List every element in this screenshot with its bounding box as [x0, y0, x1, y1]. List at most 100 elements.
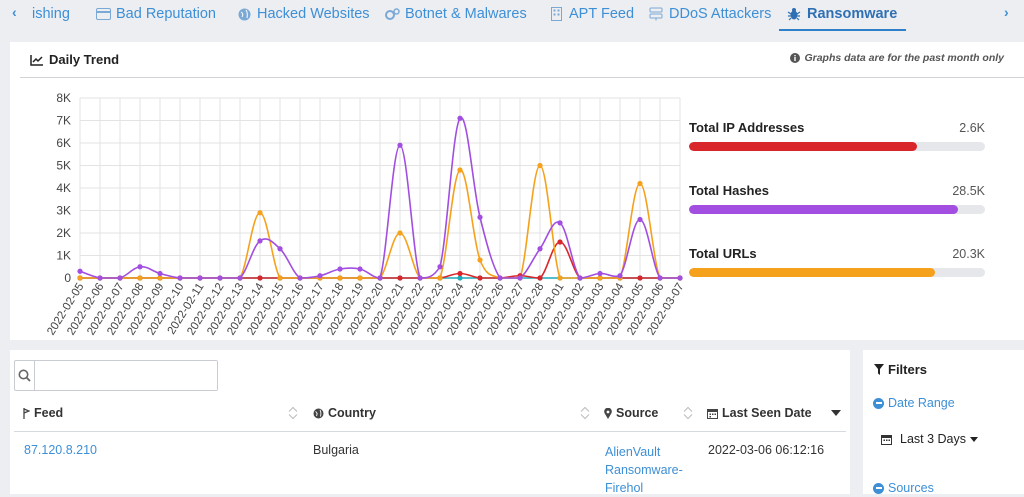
data-point	[437, 264, 443, 270]
progress-track	[689, 205, 985, 214]
stat-total-ip: Total IP Addresses 2.6K	[689, 120, 985, 151]
scroll-left-icon[interactable]: ‹	[12, 4, 17, 20]
divider	[20, 77, 1024, 78]
data-point	[457, 115, 463, 121]
gears-icon	[384, 6, 400, 22]
progress-fill	[689, 142, 917, 151]
divider	[14, 431, 846, 432]
data-point	[217, 275, 223, 281]
feed-cell[interactable]: 87.120.8.210	[24, 443, 97, 457]
calendar-icon	[707, 408, 718, 419]
data-point	[277, 275, 283, 281]
data-point	[157, 275, 163, 281]
y-tick-label: 7K	[56, 114, 71, 128]
data-point	[457, 275, 463, 281]
tab-botnet-malwares[interactable]: Botnet & Malwares	[384, 3, 527, 25]
data-point	[637, 216, 643, 223]
progress-track	[689, 268, 985, 277]
data-point	[477, 275, 483, 281]
y-tick-label: 3K	[56, 204, 71, 218]
filters-panel	[863, 350, 1024, 494]
data-point	[97, 275, 103, 281]
column-header-source[interactable]: Source	[604, 406, 658, 420]
stat-label: Total IP Addresses	[689, 120, 805, 135]
date-range-toggle[interactable]: Date Range	[873, 396, 955, 410]
data-point	[677, 275, 683, 281]
data-point	[357, 275, 363, 281]
data-point	[617, 273, 623, 279]
globe-icon	[236, 6, 252, 22]
data-point	[137, 264, 143, 270]
card-icon	[95, 6, 111, 22]
tab-phishing[interactable]: ishing	[32, 6, 70, 22]
line-chart-icon	[30, 54, 43, 66]
data-point	[597, 275, 603, 281]
date-range-select[interactable]: Last 3 Days	[881, 432, 979, 446]
daily-trend-chart: 01K2K3K4K5K6K7K8K2022-02-052022-02-06202…	[45, 91, 686, 337]
stat-label: Total Hashes	[689, 183, 769, 198]
data-point	[397, 142, 403, 148]
column-header-country[interactable]: Country	[313, 406, 376, 420]
data-point	[657, 275, 663, 281]
tab-ransomware[interactable]: Ransomware	[786, 3, 897, 25]
y-tick-label: 8K	[56, 91, 71, 105]
search-icon[interactable]	[15, 361, 35, 390]
data-point	[477, 257, 483, 263]
data-point	[177, 275, 183, 281]
data-point	[277, 246, 283, 252]
stat-label: Total URLs	[689, 246, 757, 261]
data-point	[77, 275, 83, 281]
building-icon	[548, 6, 564, 22]
column-header-feed[interactable]: Feed	[22, 406, 63, 420]
source-text: Firehol	[605, 481, 644, 495]
data-point	[137, 275, 143, 281]
data-point	[537, 275, 543, 281]
y-tick-label: 4K	[56, 181, 71, 195]
stat-value: 2.6K	[959, 121, 985, 135]
y-tick-label: 6K	[56, 136, 71, 150]
data-point	[557, 275, 563, 281]
progress-fill	[689, 205, 959, 214]
info-icon	[790, 53, 801, 63]
filter-icon	[874, 364, 884, 375]
stat-total-hashes: Total Hashes 28.5K	[689, 183, 985, 214]
scroll-right-icon[interactable]: ›	[1004, 4, 1009, 20]
search-input[interactable]	[35, 361, 217, 390]
data-point	[397, 230, 403, 236]
tab-ddos-attackers[interactable]: DDoS Attackers	[648, 3, 771, 25]
tab-apt-feed[interactable]: APT Feed	[548, 3, 634, 25]
source-text: Ransomware-	[605, 463, 683, 477]
data-point	[537, 246, 543, 252]
y-tick-label: 1K	[56, 249, 71, 263]
tab-bad-reputation[interactable]: Bad Reputation	[95, 3, 216, 25]
data-point	[557, 239, 563, 245]
data-point	[257, 275, 263, 281]
feed-tabs: ‹ ishing Bad Reputation Hacked Websites …	[0, 0, 1024, 31]
sort-desc-icon[interactable]	[831, 410, 841, 416]
data-point	[257, 238, 263, 244]
source-text: AlienVault	[605, 445, 661, 459]
data-point	[457, 270, 463, 277]
sort-icon[interactable]	[683, 406, 693, 420]
data-point	[517, 275, 523, 281]
sources-toggle[interactable]: Sources	[873, 481, 934, 495]
data-point	[397, 275, 403, 281]
sort-icon[interactable]	[288, 406, 298, 420]
progress-track	[689, 142, 985, 151]
data-point	[117, 275, 123, 281]
collapse-icon	[873, 397, 884, 409]
sort-icon[interactable]	[580, 406, 590, 420]
last-seen-cell: 2022-03-06 06:12:16	[708, 443, 825, 457]
column-header-last-seen[interactable]: Last Seen Date	[707, 406, 812, 420]
tab-hacked-websites[interactable]: Hacked Websites	[236, 3, 370, 25]
search-box	[14, 360, 218, 391]
data-point	[557, 220, 563, 226]
daily-trend-panel	[10, 42, 1024, 340]
data-point	[377, 275, 383, 281]
data-point	[237, 275, 243, 281]
calendar-icon	[881, 434, 892, 445]
data-point	[77, 268, 83, 274]
filters-title: Filters	[874, 362, 927, 377]
source-cell[interactable]: AlienVault Ransomware- Firehol	[605, 443, 683, 497]
data-point	[257, 210, 263, 216]
